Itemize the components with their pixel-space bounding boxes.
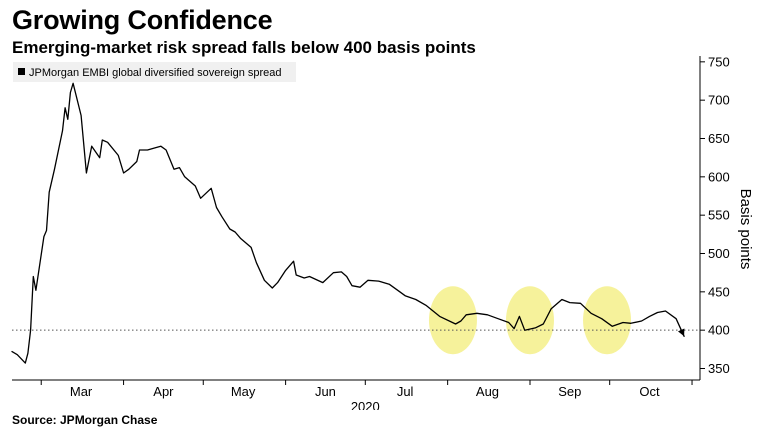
source-note: Source: JPMorgan Chase xyxy=(12,413,158,427)
legend-background xyxy=(13,62,296,82)
line-chart: 350 400 450 500 550 600 650 700 750 Mar Apr May Jun… xyxy=(11,54,754,410)
y-axis-label: Basis points xyxy=(737,189,754,270)
y-tick-label-650: 650 xyxy=(708,131,730,146)
highlight-layer xyxy=(428,286,632,355)
y-tick-label-600: 600 xyxy=(708,169,730,184)
plot-frame xyxy=(12,56,701,381)
highlight-ellipse-1 xyxy=(428,286,477,355)
series-end-arrow xyxy=(678,328,685,337)
legend-label: JPMorgan EMBI global diversified soverei… xyxy=(29,67,282,79)
y-tick-label-350: 350 xyxy=(708,361,730,376)
x-tick-label-jul: Jul xyxy=(397,384,414,399)
highlight-ellipse-2 xyxy=(505,286,554,355)
y-tick-label-500: 500 xyxy=(708,246,730,261)
y-tick-label-750: 750 xyxy=(708,54,730,69)
y-tick-label-700: 700 xyxy=(708,93,730,108)
x-axis: Mar Apr May Jun Jul Aug Sep Oct 2020 xyxy=(40,380,693,410)
legend: JPMorgan EMBI global diversified soverei… xyxy=(13,62,296,82)
series-layer xyxy=(11,82,685,364)
highlight-ellipse-3 xyxy=(583,286,632,355)
y-tick-label-400: 400 xyxy=(708,323,730,338)
y-axis: 350 400 450 500 550 600 650 700 750 xyxy=(700,54,730,376)
x-year-label: 2020 xyxy=(351,399,380,410)
chart-title: Growing Confidence xyxy=(12,5,273,35)
y-tick-label-550: 550 xyxy=(708,208,730,223)
x-tick-label-aug: Aug xyxy=(476,384,499,399)
legend-swatch xyxy=(18,68,25,75)
x-tick-label-may: May xyxy=(231,384,256,399)
x-tick-label-sep: Sep xyxy=(558,384,581,399)
x-tick-label-oct: Oct xyxy=(639,384,660,399)
x-tick-label-mar: Mar xyxy=(70,384,93,399)
chart-subtitle: Emerging-market risk spread falls below … xyxy=(12,38,476,57)
y-tick-label-450: 450 xyxy=(708,284,730,299)
series-line-embi xyxy=(11,82,685,364)
x-tick-label-jun: Jun xyxy=(315,384,336,399)
x-tick-label-apr: Apr xyxy=(153,384,174,399)
